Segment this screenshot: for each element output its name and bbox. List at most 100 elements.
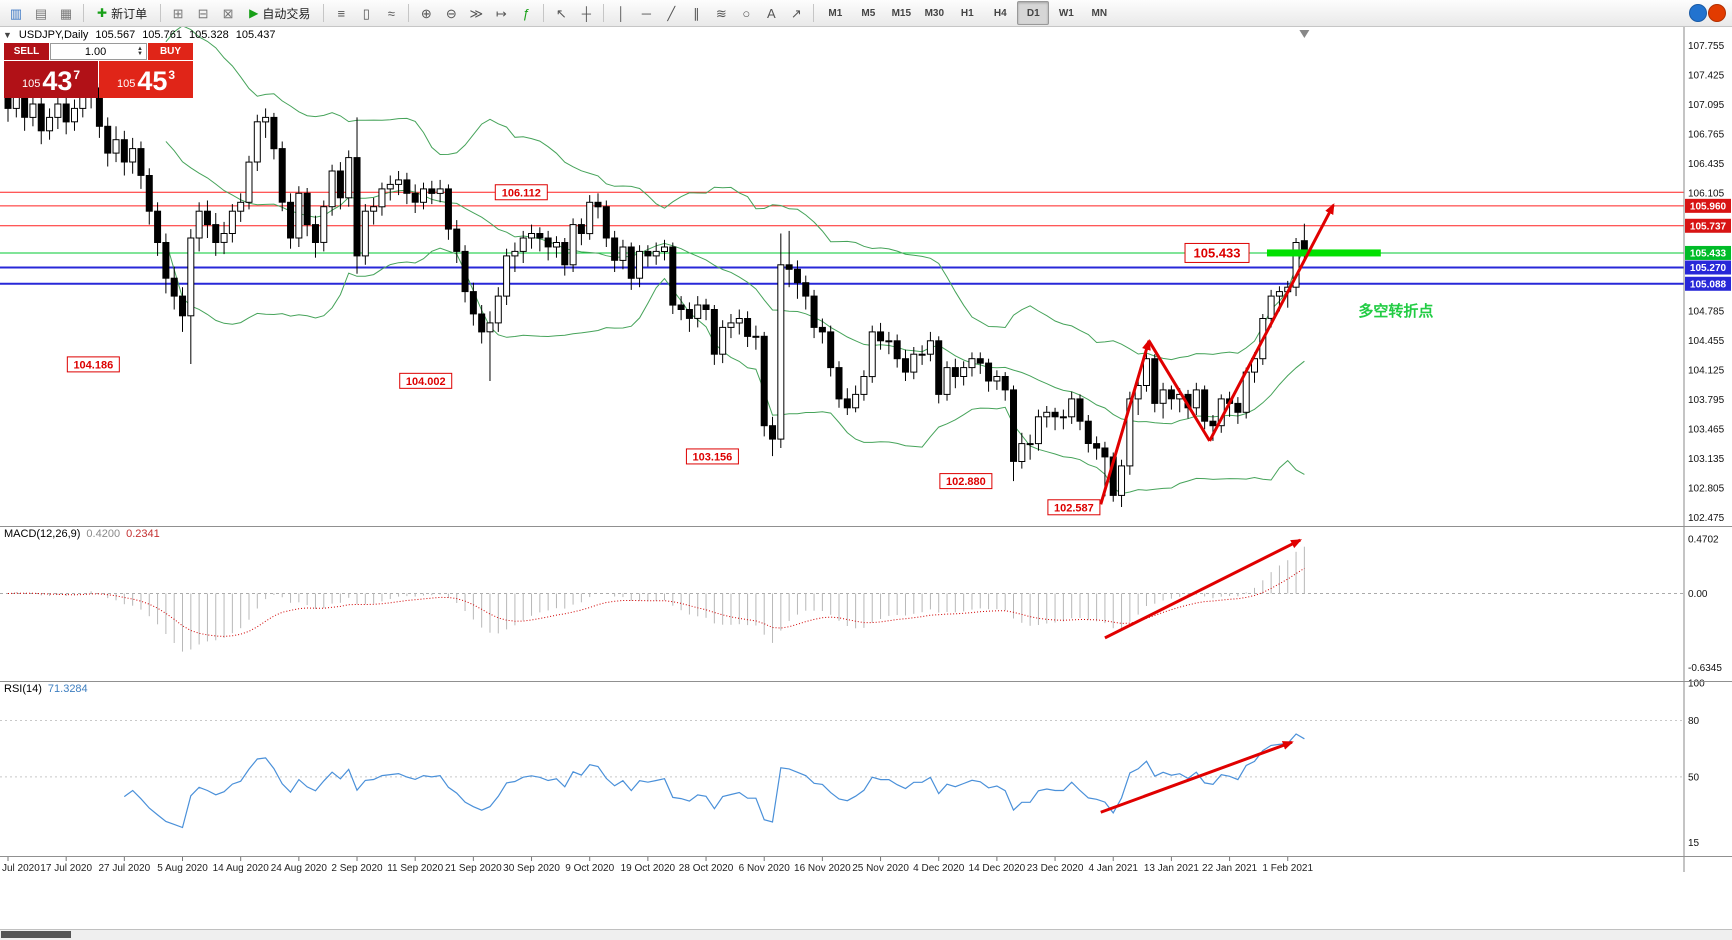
macd-label: MACD(12,26,9) 0.4200 0.2341	[4, 528, 160, 540]
arrows-tool-icon-glyph: ↗	[790, 5, 802, 21]
timeframe-m5[interactable]: M5	[852, 1, 884, 25]
chart-hscrollbar-track[interactable]	[0, 929, 1732, 940]
chart-window-icon[interactable]: ⊞	[166, 1, 190, 25]
fibonacci-icon-glyph: ≋	[715, 5, 727, 21]
svg-text:107.755: 107.755	[1688, 41, 1725, 52]
indicators-icon-glyph: ƒ	[522, 5, 530, 21]
svg-text:14 Aug 2020: 14 Aug 2020	[213, 863, 270, 874]
trend-arrow[interactable]	[1147, 340, 1211, 442]
candlestick-chart-icon[interactable]: ▯	[354, 1, 378, 25]
auto-scroll-icon[interactable]: ≫	[464, 1, 488, 25]
svg-text:50: 50	[1688, 772, 1700, 783]
data-window-icon[interactable]: ▤	[29, 1, 53, 25]
tile-windows-icon[interactable]: ⊟	[191, 1, 215, 25]
chart-shift-icon[interactable]: ↦	[489, 1, 513, 25]
svg-text:11 Sep 2020: 11 Sep 2020	[387, 863, 443, 874]
trend-arrow[interactable]	[1208, 203, 1335, 442]
date-axis[interactable]: Jul 2020 17 Jul 2020 27 Jul 2020 5 Aug 2020…	[2, 857, 1313, 874]
green-highlight-segment[interactable]	[1266, 249, 1381, 257]
zoom-out-icon[interactable]: ⊖	[439, 1, 463, 25]
toolbar-separator	[323, 4, 325, 22]
chart-hscrollbar-thumb[interactable]	[1, 931, 71, 938]
timeframe-m1[interactable]: M1	[819, 1, 851, 25]
macd-main-value: 0.4200	[86, 528, 121, 540]
timeframe-d1[interactable]: D1	[1017, 1, 1050, 25]
market-watch-icon[interactable]: ▥	[4, 1, 28, 25]
svg-text:21 Sep 2020: 21 Sep 2020	[445, 863, 502, 874]
macd-signal-line	[7, 567, 1305, 637]
zoom-out-icon-glyph: ⊖	[445, 5, 457, 21]
timeframe-m15[interactable]: M15	[885, 1, 917, 25]
price-annotation[interactable]	[685, 448, 739, 465]
timeframe-m30[interactable]: M30	[918, 1, 950, 25]
timeframe-mn-label: MN	[1091, 7, 1108, 19]
buy-button[interactable]: BUY	[148, 43, 193, 60]
channel-icon[interactable]: ∥	[684, 1, 708, 25]
price-annotation[interactable]	[399, 372, 453, 389]
price-annotation[interactable]	[1184, 242, 1250, 263]
price-annotation[interactable]	[66, 356, 120, 373]
rsi-trend-arrow[interactable]	[1100, 740, 1294, 814]
svg-text:16 Nov 2020: 16 Nov 2020	[794, 863, 851, 874]
autotrading-button[interactable]: ▶ 自动交易	[241, 1, 318, 25]
axis-price-badge	[1685, 198, 1731, 213]
chart-window-icon-glyph: ⊞	[172, 5, 184, 21]
quick-trade-toggle-icon[interactable]: ▼	[3, 30, 12, 40]
new-order-button[interactable]: ✚ 新订单	[89, 1, 155, 25]
stepper-down-icon[interactable]: ▼	[137, 50, 143, 57]
rsi-panel: 100 80 50 15	[0, 679, 1705, 849]
chart-note-text[interactable]: 多空转折点	[1358, 302, 1433, 320]
svg-text:102.880: 102.880	[946, 476, 986, 488]
zoom-in-icon[interactable]: ⊕	[414, 1, 438, 25]
volume-stepper[interactable]: ▲ ▼	[137, 45, 143, 57]
sell-button[interactable]: SELL	[4, 43, 49, 60]
navigator-icon[interactable]: ▦	[54, 1, 78, 25]
svg-text:105.088: 105.088	[1690, 279, 1727, 290]
text-label-icon[interactable]: A	[759, 1, 783, 25]
horizontal-lines[interactable]	[0, 191, 1684, 285]
svg-text:105.270: 105.270	[1690, 263, 1727, 274]
strategy-tester-icon[interactable]: ⊠	[216, 1, 240, 25]
community-icon[interactable]	[1689, 4, 1707, 22]
timeframe-mn[interactable]: MN	[1083, 1, 1115, 25]
line-chart-icon[interactable]: ≈	[379, 1, 403, 25]
timeframe-h1-label: H1	[960, 7, 974, 19]
update-icon[interactable]	[1708, 4, 1726, 22]
strategy-tester-icon-glyph: ⊠	[222, 5, 234, 21]
bars-chart-icon[interactable]: ≡	[329, 1, 353, 25]
buy-price-button[interactable]: 105 45 3	[99, 61, 193, 98]
trend-arrow[interactable]	[1099, 338, 1151, 505]
price-annotation[interactable]	[939, 473, 993, 490]
timeframe-h1[interactable]: H1	[951, 1, 983, 25]
shapes-icon[interactable]: ○	[734, 1, 758, 25]
timeframe-h4-label: H4	[993, 7, 1007, 19]
trend-arrows[interactable]	[1099, 203, 1335, 505]
price-axis[interactable]: 107.755 107.425 107.095 106.765 106.435 106.1…	[1683, 27, 1731, 872]
timeframe-w1[interactable]: W1	[1050, 1, 1082, 25]
svg-text:106.105: 106.105	[1688, 188, 1725, 199]
indicators-icon[interactable]: ƒ	[514, 1, 538, 25]
annotations-layer: 106.112 105.433 104.186 104.002 103.156 102.8…	[66, 184, 1250, 516]
cursor-icon[interactable]: ↖	[549, 1, 573, 25]
svg-text:100: 100	[1688, 679, 1705, 690]
sell-price-button[interactable]: 105 43 7	[4, 61, 98, 98]
crosshair-icon[interactable]: ┼	[574, 1, 598, 25]
price-annotation[interactable]	[494, 184, 548, 201]
arrows-tool-icon[interactable]: ↗	[784, 1, 808, 25]
fibonacci-icon[interactable]: ≋	[709, 1, 733, 25]
trendline-icon[interactable]: ╱	[659, 1, 683, 25]
svg-text:104.125: 104.125	[1688, 365, 1725, 376]
svg-text:9 Oct 2020: 9 Oct 2020	[565, 863, 614, 874]
vertical-line-icon[interactable]: │	[609, 1, 633, 25]
stepper-up-icon[interactable]: ▲	[137, 45, 143, 52]
macd-trend-arrow[interactable]	[1104, 538, 1302, 640]
horizontal-line-icon[interactable]: ─	[634, 1, 658, 25]
volume-input[interactable]: 1.00 ▲ ▼	[50, 43, 147, 60]
timeframe-h4[interactable]: H4	[984, 1, 1016, 25]
price-chart[interactable]: 107.755 107.425 107.095 106.765 106.435 106.1…	[0, 27, 1732, 940]
buy-price-pip: 3	[168, 68, 176, 82]
price-annotation[interactable]	[1047, 499, 1101, 516]
timeframe-d1-label: D1	[1026, 7, 1040, 19]
rsi-label: RSI(14) 71.3284	[4, 683, 88, 695]
market-watch-icon-glyph: ▥	[9, 5, 23, 21]
